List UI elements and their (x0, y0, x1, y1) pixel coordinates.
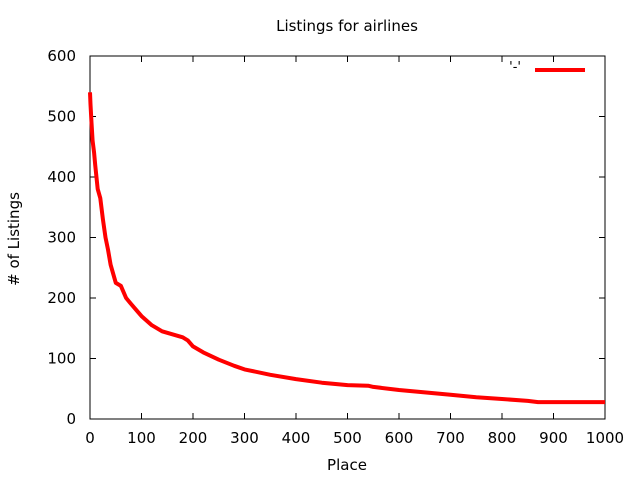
y-tick-label: 0 (66, 410, 76, 428)
series-line (88, 92, 605, 405)
x-tick-label: 400 (282, 429, 311, 447)
x-axis-label: Place (327, 456, 367, 474)
legend: '-' (509, 60, 585, 75)
x-tick-label: 100 (127, 429, 156, 447)
x-tick-label: 600 (385, 429, 414, 447)
y-tick-label: 400 (47, 168, 76, 186)
chart-title: Listings for airlines (276, 17, 418, 35)
x-tick-label: 500 (333, 429, 362, 447)
y-tick-label: 500 (47, 108, 76, 126)
y-tick-label: 200 (47, 289, 76, 307)
x-tick-label: 1000 (586, 429, 624, 447)
y-axis-label: # of Listings (5, 192, 23, 286)
series-layer (88, 92, 605, 405)
y-tick-label: 100 (47, 350, 76, 368)
x-tick-label: 200 (179, 429, 208, 447)
x-tick-label: 0 (85, 429, 95, 447)
x-tick-label: 700 (436, 429, 465, 447)
y-tick-label: 600 (47, 47, 76, 65)
y-tick-label: 300 (47, 229, 76, 247)
plot-frame (89, 55, 606, 420)
x-tick-label: 900 (539, 429, 568, 447)
y-axis-ticks: 0 100 200 300 400 500 600 (47, 47, 605, 428)
x-tick-label: 300 (230, 429, 259, 447)
x-axis-ticks: 0 100 200 300 400 500 600 700 800 900 1000 (85, 56, 624, 447)
legend-label: '-' (509, 60, 521, 75)
x-tick-label: 800 (488, 429, 517, 447)
